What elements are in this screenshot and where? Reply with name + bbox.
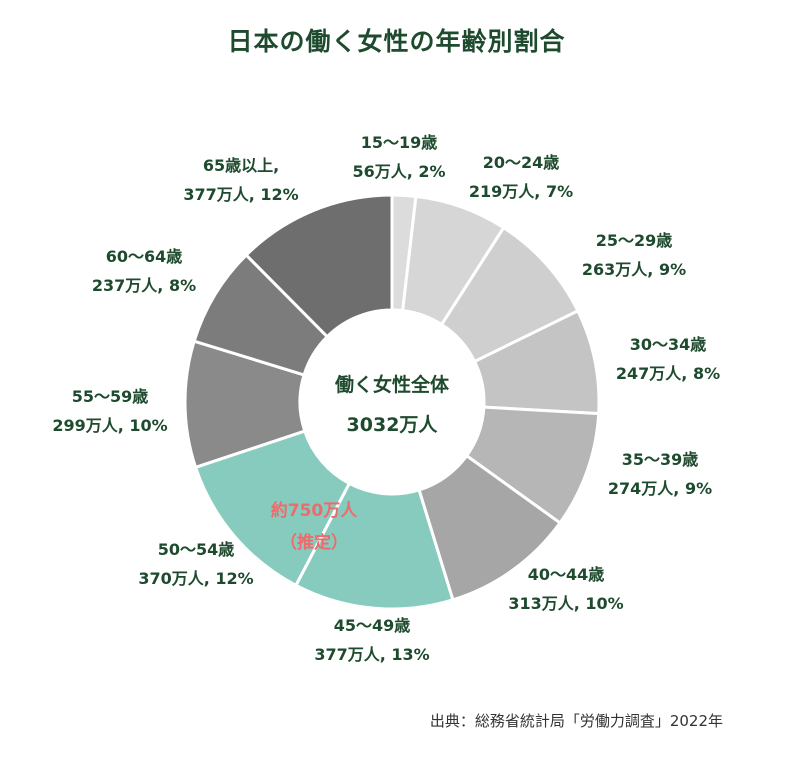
slice-age-label: 60〜64歳 [105, 247, 183, 266]
slice-age-label: 20〜24歳 [482, 153, 560, 172]
slice-label: 55〜59歳 299万人, 10% [52, 382, 167, 440]
slice-value-label: 299万人, 10% [52, 416, 168, 435]
slice-value-label: 370万人, 12% [138, 569, 254, 588]
slice-age-label: 65歳以上, [202, 156, 280, 175]
estimate-label: 約750万人 （推定） [271, 495, 358, 559]
pie-slice [193, 429, 352, 588]
slice-value-label: 377万人, 12% [183, 185, 299, 204]
slice-label: 45〜49歳 377万人, 13% [314, 611, 429, 669]
center-label-title: 働く女性全体 [334, 374, 450, 396]
slice-label: 35〜39歳 274万人, 9% [608, 445, 712, 503]
slice-age-label: 30〜34歳 [629, 335, 707, 354]
slice-label: 65歳以上, 377万人, 12% [183, 151, 298, 209]
slice-value-label: 219万人, 7% [468, 182, 574, 201]
slice-value-label: 237万人, 8% [91, 276, 197, 295]
slice-label: 20〜24歳 219万人, 7% [469, 148, 573, 206]
slice-age-label: 40〜44歳 [527, 565, 605, 584]
slice-value-label: 263万人, 9% [581, 260, 687, 279]
source-note: 出典：総務省統計局「労働力調査」2022年 [429, 712, 723, 730]
chart-title: 日本の働く女性の年齢別割合 [227, 27, 566, 56]
slice-value-label: 313万人, 10% [508, 594, 624, 613]
slice-age-label: 15〜19歳 [360, 133, 438, 152]
slice-age-label: 45〜49歳 [333, 616, 411, 635]
slice-value-label: 56万人, 2% [352, 162, 446, 181]
slice-value-label: 247万人, 8% [615, 364, 721, 383]
slice-label: 50〜54歳 370万人, 12% [138, 535, 253, 593]
pie-slice [293, 481, 455, 611]
center-label-total: 3032万人 [346, 414, 438, 436]
slice-age-label: 25〜29歳 [595, 231, 673, 250]
slice-label: 15〜19歳 56万人, 2% [352, 128, 445, 186]
slice-age-label: 35〜39歳 [621, 450, 699, 469]
slice-value-label: 377万人, 13% [314, 645, 430, 664]
pie-slice [244, 193, 394, 339]
slice-label: 60〜64歳 237万人, 8% [92, 242, 196, 300]
slice-age-label: 55〜59歳 [71, 387, 149, 406]
slice-age-label: 50〜54歳 [157, 540, 235, 559]
slice-value-label: 274万人, 9% [607, 479, 713, 498]
slice-label: 40〜44歳 313万人, 10% [508, 560, 623, 618]
estimate-value: 約750万人 [270, 501, 358, 521]
center-total-label: 働く女性全体 3032万人 [335, 365, 449, 445]
estimate-note: （推定） [280, 533, 348, 553]
slice-label: 25〜29歳 263万人, 9% [582, 226, 686, 284]
slice-label: 30〜34歳 247万人, 8% [616, 330, 720, 388]
